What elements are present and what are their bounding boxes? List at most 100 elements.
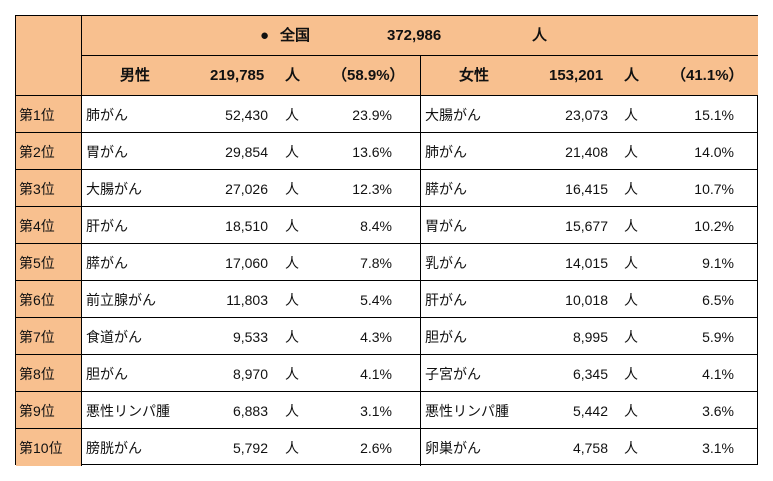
female-cancer-name: 肺がん [425,144,467,160]
male-label: 男性 [120,67,151,84]
female-cancer-count: 16,415 [565,181,608,197]
female-cancer-unit: 人 [624,440,638,456]
total-label: 全国 [280,27,311,44]
male-cancer-pct: 4.3% [360,329,392,345]
female-cancer-pct: 6.5% [702,292,734,308]
male-cancer-pct: 7.8% [360,255,392,271]
male-cancer-unit: 人 [285,255,299,271]
male-cancer-unit: 人 [285,366,299,382]
bullet-icon: ● [260,27,270,44]
male-cancer-unit: 人 [285,218,299,234]
female-cancer-count: 23,073 [565,107,608,123]
female-cancer-name: 大腸がん [425,107,481,123]
male-cancer-pct: 8.4% [360,218,392,234]
female-cancer-name: 卵巣がん [425,440,481,456]
male-cancer-unit: 人 [285,181,299,197]
rank-label: 第7位 [19,329,55,345]
female-row: 胆がん 8,995 人 5.9% [421,318,758,355]
female-cancer-count: 15,677 [565,218,608,234]
male-cancer-pct: 12.3% [352,181,392,197]
male-row: 膀胱がん 5,792 人 2.6% [82,429,421,466]
female-row: 子宮がん 6,345 人 4.1% [421,355,758,392]
female-cancer-pct: 14.0% [694,144,734,160]
female-cancer-unit: 人 [624,292,638,308]
female-cancer-unit: 人 [624,255,638,271]
male-pct: （58.9%） [332,67,405,84]
female-cancer-count: 14,015 [565,255,608,271]
male-cancer-pct: 23.9% [352,107,392,123]
male-row: 膵がん 17,060 人 7.8% [82,244,421,281]
male-cancer-name: 肺がん [86,107,128,123]
female-cancer-pct: 15.1% [694,107,734,123]
male-cancer-count: 5,792 [232,440,268,456]
male-cancer-unit: 人 [285,107,299,123]
female-cancer-name: 膵がん [425,181,467,197]
female-label: 女性 [459,67,490,84]
rank-label: 第6位 [19,292,55,308]
rank-label: 第8位 [19,366,55,382]
female-row: 乳がん 14,015 人 9.1% [421,244,758,281]
male-cancer-name: 胆がん [86,366,128,382]
rank-label: 第2位 [19,144,55,160]
rank-label: 第1位 [19,107,55,123]
female-cancer-count: 10,018 [565,292,608,308]
male-cancer-name: 悪性リンパ腫 [86,403,170,419]
female-cancer-unit: 人 [624,329,638,345]
male-cancer-unit: 人 [285,440,299,456]
male-cancer-unit: 人 [285,403,299,419]
male-cancer-count: 52,430 [225,107,268,123]
female-cancer-unit: 人 [624,144,638,160]
female-row: 大腸がん 23,073 人 15.1% [421,96,758,133]
female-cancer-count: 4,758 [572,440,608,456]
rank-cell: 第10位 [16,429,82,466]
female-header: 女性 153,201 人 （41.1%） [421,56,758,96]
male-cancer-count: 6,883 [232,403,268,419]
rank-label: 第4位 [19,218,55,234]
male-cancer-name: 大腸がん [86,181,142,197]
rank-label: 第9位 [19,403,55,419]
female-cancer-unit: 人 [624,181,638,197]
rank-cell: 第9位 [16,392,82,429]
male-cancer-name: 食道がん [86,329,142,345]
male-cancer-unit: 人 [285,144,299,160]
female-cancer-count: 21,408 [565,144,608,160]
female-cancer-name: 乳がん [425,255,467,271]
female-cancer-count: 5,442 [572,403,608,419]
rank-cell: 第2位 [16,133,82,170]
female-cancer-name: 胃がん [425,218,467,234]
female-row: 肺がん 21,408 人 14.0% [421,133,758,170]
female-pct: （41.1%） [671,67,744,84]
male-cancer-count: 18,510 [225,218,268,234]
male-cancer-name: 肝がん [86,218,128,234]
male-cancer-pct: 3.1% [360,403,392,419]
male-header: 男性 219,785 人 （58.9%） [82,56,421,96]
male-row: 胆がん 8,970 人 4.1% [82,355,421,392]
female-cancer-unit: 人 [624,107,638,123]
male-cancer-count: 8,970 [232,366,268,382]
male-cancer-name: 膀胱がん [86,440,142,456]
male-cancer-count: 17,060 [225,255,268,271]
female-row: 悪性リンパ腫 5,442 人 3.6% [421,392,758,429]
male-cancer-count: 29,854 [225,144,268,160]
rank-cell: 第8位 [16,355,82,392]
rank-label: 第3位 [19,181,55,197]
corner-cell [16,16,82,96]
male-cancer-name: 前立腺がん [86,292,156,308]
female-cancer-unit: 人 [624,218,638,234]
male-cancer-count: 9,533 [232,329,268,345]
female-row: 胃がん 15,677 人 10.2% [421,207,758,244]
male-row: 食道がん 9,533 人 4.3% [82,318,421,355]
male-row: 前立腺がん 11,803 人 5.4% [82,281,421,318]
female-cancer-unit: 人 [624,366,638,382]
male-cancer-count: 27,026 [225,181,268,197]
female-cancer-count: 6,345 [572,366,608,382]
total-unit: 人 [532,27,548,44]
rank-cell: 第5位 [16,244,82,281]
female-count: 153,201 [549,67,604,84]
male-row: 胃がん 29,854 人 13.6% [82,133,421,170]
total-header: ● 全国 372,986 人 [82,16,758,56]
female-cancer-count: 8,995 [572,329,608,345]
female-cancer-pct: 3.6% [702,403,734,419]
male-cancer-pct: 13.6% [352,144,392,160]
rank-cell: 第4位 [16,207,82,244]
